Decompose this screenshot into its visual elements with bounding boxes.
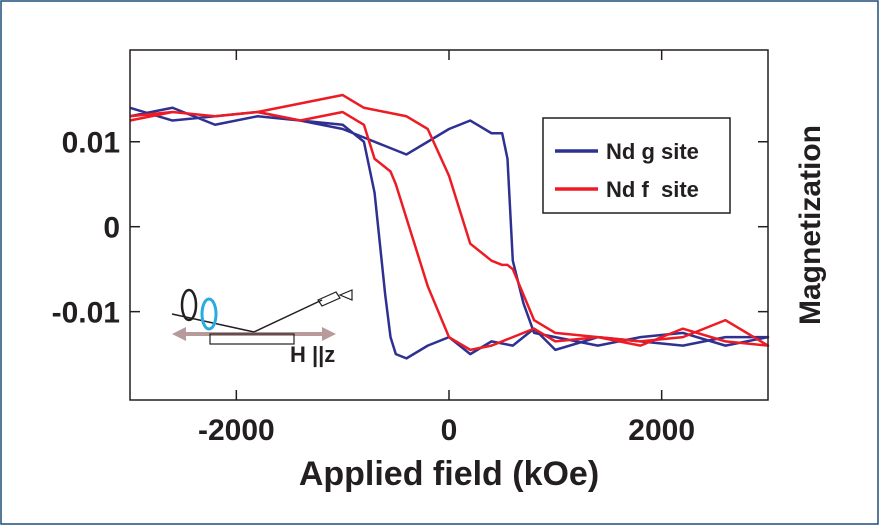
detector-cone	[338, 289, 353, 301]
x-tick-label: 0	[441, 414, 458, 447]
y-tick-label: 0.01	[62, 127, 120, 160]
annotation: H ||z	[290, 342, 335, 367]
y-tick-label: -0.01	[52, 297, 120, 330]
legend: Nd g site Nd f site	[555, 139, 699, 202]
x-axis-label: Applied field (kOe)	[299, 455, 599, 493]
legend-box	[542, 117, 731, 214]
legend-label: Nd g site	[606, 139, 699, 164]
polarization-black	[180, 288, 198, 322]
x-tick-label: -2000	[198, 414, 275, 447]
field-arrowhead	[322, 327, 336, 341]
field-arrowhead	[172, 327, 186, 341]
x-tick-label: 2000	[628, 414, 695, 447]
y-axis-label: Magnetization	[794, 125, 827, 325]
legend-label: Nd f site	[606, 177, 699, 202]
inset-sketch	[171, 288, 353, 345]
y-tick-label: 0	[103, 212, 120, 245]
polarization-cyan	[200, 297, 218, 331]
sample	[209, 333, 295, 345]
detector	[317, 291, 341, 307]
beam-out	[253, 299, 323, 333]
